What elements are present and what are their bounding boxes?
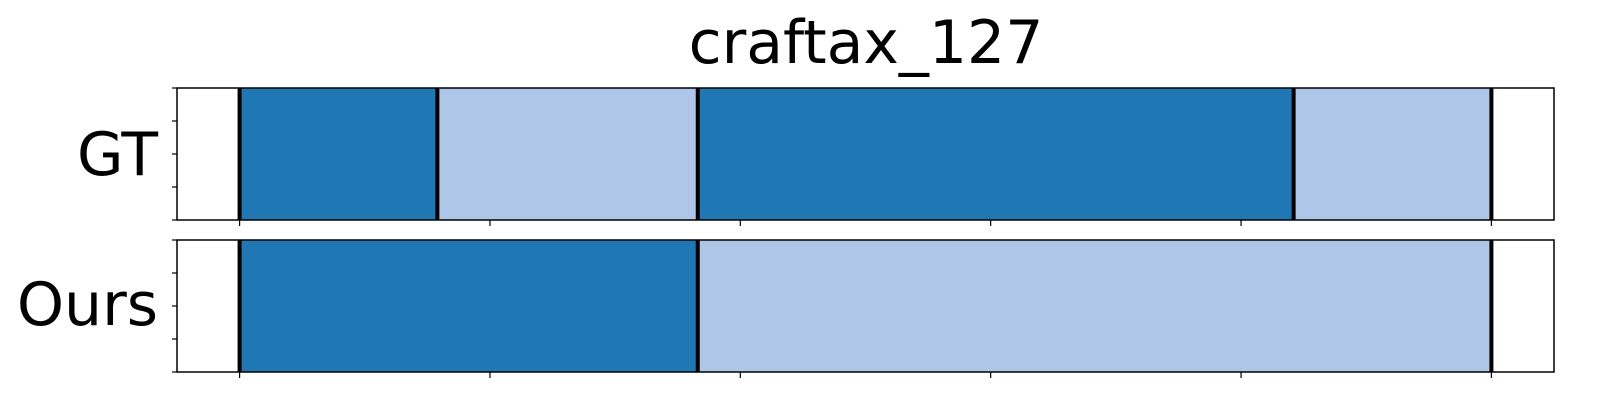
panel-ours: Ours xyxy=(17,239,1555,378)
row-label-ours: Ours xyxy=(17,270,158,340)
segment-gt-2 xyxy=(697,88,1294,220)
segment-gt-3 xyxy=(1293,88,1492,220)
segment-ours-0 xyxy=(239,240,698,372)
panel-gt: GT xyxy=(77,87,1555,226)
segment-gt-0 xyxy=(239,88,438,220)
row-label-gt: GT xyxy=(77,120,158,190)
segment-gt-1 xyxy=(437,88,698,220)
segment-ours-1 xyxy=(697,240,1492,372)
chart-title: craftax_127 xyxy=(689,8,1044,78)
